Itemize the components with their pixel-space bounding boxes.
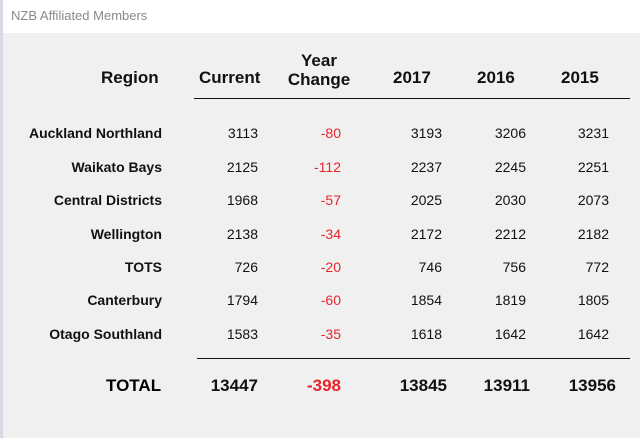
row-y2017-value: 2025 bbox=[410, 192, 442, 208]
row-y2015-value: 2182 bbox=[577, 226, 609, 242]
row-y2017-value: 2172 bbox=[410, 226, 442, 242]
row-change-value: -57 bbox=[320, 192, 341, 208]
row-current-value: 1968 bbox=[226, 192, 258, 208]
total-divider bbox=[197, 358, 630, 359]
row-change-value: -60 bbox=[320, 292, 341, 308]
row-region-label: Otago Southland bbox=[49, 326, 162, 342]
window-left-edge bbox=[0, 0, 3, 438]
row-current-value: 726 bbox=[234, 259, 258, 275]
header-year-change: Year Change bbox=[287, 51, 351, 89]
row-region-label: Auckland Northland bbox=[28, 125, 162, 141]
members-window: NZB Affiliated Members Region Current Ye… bbox=[3, 0, 640, 438]
total-2017: 13845 bbox=[399, 376, 447, 395]
total-2015: 13956 bbox=[568, 376, 616, 395]
row-y2017-value: 1854 bbox=[410, 292, 442, 308]
window-title: NZB Affiliated Members bbox=[11, 8, 148, 23]
row-region-label: Waikato Bays bbox=[71, 159, 162, 175]
row-current-value: 2125 bbox=[226, 159, 258, 175]
row-y2016-value: 2245 bbox=[494, 159, 526, 175]
row-y2017-value: 746 bbox=[418, 259, 442, 275]
row-region-label: Wellington bbox=[90, 226, 162, 242]
row-y2016-value: 2212 bbox=[494, 226, 526, 242]
total-2016: 13911 bbox=[483, 376, 530, 395]
header-2017: 2017 bbox=[393, 68, 431, 87]
row-y2015-value: 2251 bbox=[577, 159, 609, 175]
row-current-value: 2138 bbox=[226, 226, 258, 242]
header-region: Region bbox=[101, 68, 159, 87]
total-current: 13447 bbox=[210, 376, 258, 395]
row-change-value: -34 bbox=[320, 226, 341, 242]
header-2016: 2016 bbox=[477, 68, 515, 87]
row-y2016-value: 756 bbox=[502, 259, 526, 275]
row-y2016-value: 1819 bbox=[494, 292, 526, 308]
row-y2016-value: 3206 bbox=[494, 125, 526, 141]
row-y2015-value: 2073 bbox=[577, 192, 609, 208]
total-change: -398 bbox=[306, 376, 341, 395]
title-bar[interactable]: NZB Affiliated Members bbox=[3, 0, 640, 33]
row-change-value: -35 bbox=[320, 326, 341, 342]
row-region-label: TOTS bbox=[124, 259, 162, 275]
row-change-value: -112 bbox=[314, 159, 341, 175]
row-y2015-value: 772 bbox=[585, 259, 609, 275]
row-y2015-value: 1805 bbox=[577, 292, 609, 308]
row-current-value: 1794 bbox=[226, 292, 258, 308]
row-y2017-value: 3193 bbox=[410, 125, 442, 141]
row-region-label: Central Districts bbox=[53, 192, 162, 208]
row-current-value: 3113 bbox=[227, 125, 258, 141]
row-y2017-value: 2237 bbox=[410, 159, 442, 175]
row-change-value: -20 bbox=[320, 259, 341, 275]
row-current-value: 1583 bbox=[226, 326, 258, 342]
row-region-label: Canterbury bbox=[87, 292, 162, 308]
row-y2015-value: 1642 bbox=[577, 326, 609, 342]
header-2015: 2015 bbox=[561, 68, 599, 87]
header-current: Current bbox=[199, 68, 261, 87]
total-label: TOTAL bbox=[106, 376, 162, 395]
row-change-value: -80 bbox=[320, 125, 341, 141]
header-divider bbox=[194, 98, 630, 99]
row-y2017-value: 1618 bbox=[410, 326, 442, 342]
row-y2016-value: 2030 bbox=[494, 192, 526, 208]
row-y2016-value: 1642 bbox=[494, 326, 526, 342]
row-y2015-value: 3231 bbox=[577, 125, 609, 141]
